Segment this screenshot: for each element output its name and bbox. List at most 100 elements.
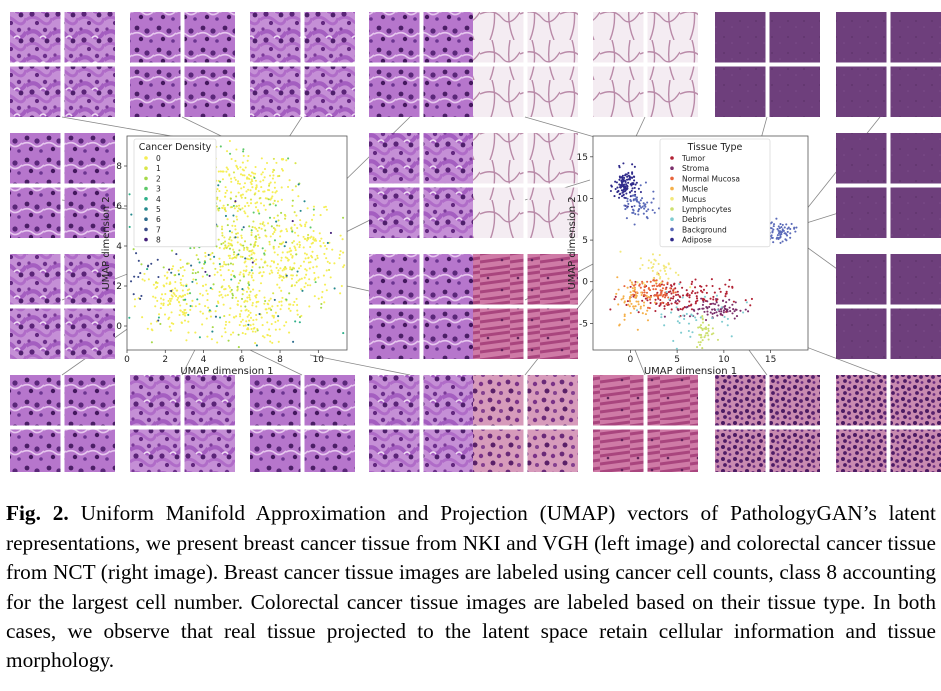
scatter-point xyxy=(228,230,231,233)
scatter-point xyxy=(307,261,310,264)
scatter-point xyxy=(639,286,642,289)
scatter-point xyxy=(263,302,266,305)
scatter-point xyxy=(674,291,677,294)
tissue-image xyxy=(10,375,61,426)
scatter-point xyxy=(304,268,307,271)
scatter-point xyxy=(271,305,274,308)
scatter-point xyxy=(711,312,714,315)
scatter-point xyxy=(281,269,284,272)
scatter-point xyxy=(331,248,334,251)
scatter-point xyxy=(783,226,786,229)
scatter-point xyxy=(278,300,281,303)
scatter-point xyxy=(665,294,668,297)
legend-marker xyxy=(670,176,674,181)
tissue-image xyxy=(369,254,420,305)
scatter-point xyxy=(262,204,266,207)
scatter-point xyxy=(282,241,285,244)
scatter-point xyxy=(274,204,277,207)
scatter-point xyxy=(691,331,694,334)
scatter-point xyxy=(170,289,173,293)
scatter-point xyxy=(775,217,778,220)
scatter-point xyxy=(674,287,677,290)
scatter-point xyxy=(685,306,688,309)
scatter-point xyxy=(639,267,642,270)
scatter-point xyxy=(188,288,191,291)
scatter-point xyxy=(294,162,297,165)
scatter-point xyxy=(218,190,221,193)
scatter-point xyxy=(623,285,626,288)
scatter-point xyxy=(779,235,782,238)
scatter-point xyxy=(279,230,282,233)
scatter-point xyxy=(635,300,638,303)
scatter-point xyxy=(189,247,192,250)
scatter-point xyxy=(163,274,166,277)
scatter-point xyxy=(157,316,160,319)
scatter-point xyxy=(168,283,171,286)
scatter-point xyxy=(260,157,263,160)
scatter-point xyxy=(291,199,294,202)
scatter-point xyxy=(772,241,775,244)
scatter-point xyxy=(325,257,328,260)
tissue-image xyxy=(769,66,820,117)
scatter-point xyxy=(641,280,644,283)
tissue-tile xyxy=(369,254,474,359)
scatter-point xyxy=(218,316,222,319)
scatter-point xyxy=(626,200,629,203)
scatter-point xyxy=(699,324,702,327)
tissue-tile xyxy=(473,12,578,117)
scatter-point xyxy=(244,166,247,169)
scatter-point xyxy=(130,213,133,216)
scatter-point xyxy=(227,263,230,266)
scatter-point xyxy=(676,290,679,293)
scatter-point xyxy=(652,190,655,193)
scatter-point xyxy=(645,294,648,297)
scatter-point xyxy=(303,200,306,203)
scatter-point xyxy=(253,260,256,263)
scatter-point xyxy=(323,252,326,255)
scatter-point xyxy=(235,215,238,218)
scatter-point xyxy=(180,284,183,287)
scatter-point xyxy=(189,304,192,308)
scatter-point xyxy=(683,317,686,320)
scatter-point xyxy=(250,183,253,186)
connector-line xyxy=(524,116,606,141)
scatter-point xyxy=(250,231,253,234)
scatter-point xyxy=(249,181,252,184)
legend-marker xyxy=(670,156,674,160)
x-tick-label: 5 xyxy=(674,355,680,365)
scatter-point xyxy=(251,226,254,229)
scatter-point xyxy=(132,293,135,296)
legend-entry: 1 xyxy=(156,164,161,173)
scatter-point xyxy=(724,304,727,308)
scatter-point xyxy=(216,196,219,199)
scatter-point xyxy=(618,175,621,178)
y-tick-label: -5 xyxy=(579,319,588,329)
scatter-point xyxy=(247,204,250,207)
scatter-point xyxy=(204,255,207,258)
scatter-point xyxy=(709,297,712,300)
tissue-image xyxy=(527,12,578,63)
scatter-point xyxy=(242,150,245,153)
scatter-point xyxy=(227,269,230,272)
scatter-point xyxy=(264,229,267,232)
scatter-point xyxy=(633,165,636,168)
scatter-point xyxy=(244,257,247,260)
scatter-point xyxy=(323,301,326,304)
scatter-point xyxy=(209,253,212,256)
scatter-point xyxy=(651,265,655,268)
scatter-point xyxy=(276,304,279,307)
scatter-point xyxy=(678,282,681,286)
scatter-point xyxy=(310,218,314,221)
scatter-point xyxy=(245,265,248,268)
scatter-point xyxy=(268,299,271,302)
scatter-point xyxy=(670,285,673,288)
scatter-point xyxy=(639,184,642,187)
legend-entry: 6 xyxy=(156,215,161,224)
scatter-point xyxy=(245,190,248,193)
scatter-point xyxy=(241,332,244,335)
scatter-point xyxy=(247,273,250,276)
scatter-point xyxy=(718,287,721,290)
scatter-point xyxy=(201,275,204,278)
scatter-point xyxy=(731,303,734,306)
scatter-point xyxy=(137,275,140,278)
